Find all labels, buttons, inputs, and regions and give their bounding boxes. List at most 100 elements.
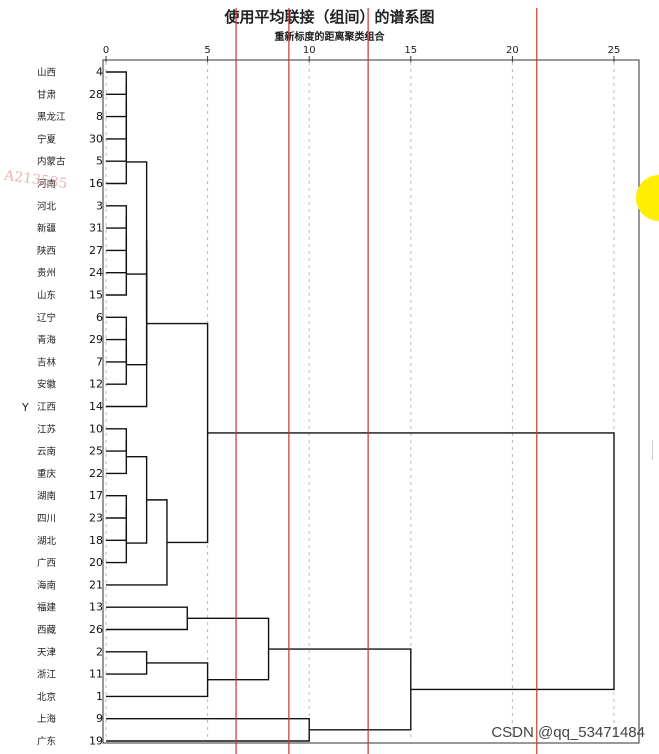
leaf-name-label: 甘肃 xyxy=(37,89,56,101)
leaf-id-label: 15 xyxy=(89,289,103,302)
leaf-id-label: 29 xyxy=(89,333,103,346)
dendrogram-branch xyxy=(106,439,128,475)
leaf-name-label: 新疆 xyxy=(37,223,57,235)
leaf-name-label: 广东 xyxy=(37,736,56,748)
dendrogram-branch xyxy=(106,328,128,363)
leaf-name-label: 山东 xyxy=(37,290,56,302)
leaf-name-label: 安徽 xyxy=(37,379,57,391)
leaf-id-label: 21 xyxy=(89,578,103,591)
leaf-name-label: 西藏 xyxy=(37,624,57,636)
dendrogram-branch xyxy=(146,322,209,544)
dendrogram-branch xyxy=(106,99,128,140)
grid-layer xyxy=(105,62,615,741)
leaf-name-label: 广西 xyxy=(37,557,56,569)
leaf-name-label: 吉林 xyxy=(37,356,57,368)
dendrogram-tree xyxy=(106,71,615,742)
leaf-name-label: 黑龙江 xyxy=(37,111,66,123)
x-tick-label: 0 xyxy=(103,45,109,56)
dendrogram-branch xyxy=(187,617,270,681)
dendrogram-branch xyxy=(126,161,148,320)
leaf-id-label: 10 xyxy=(89,422,103,435)
leaf-name-label: 四川 xyxy=(37,514,56,525)
dendrogram-branch xyxy=(106,216,128,252)
dendrogram-branch xyxy=(106,506,128,541)
leaf-id-label: 17 xyxy=(89,489,103,502)
leaf-id-label: 27 xyxy=(89,244,103,257)
leaf-id-label: 18 xyxy=(89,534,103,547)
dendrogram-branch xyxy=(106,662,209,698)
leaf-id-label: 8 xyxy=(96,110,103,123)
side-scroll-mark xyxy=(652,440,659,460)
leaf-id-label: 20 xyxy=(89,556,103,569)
leaf-name-label: 北京 xyxy=(37,691,56,703)
dendrogram-branch xyxy=(106,205,128,229)
leaf-id-label: 5 xyxy=(96,155,103,168)
leaf-id-label: 30 xyxy=(89,132,103,145)
x-tick-label: 25 xyxy=(608,45,621,56)
cut-lines xyxy=(235,8,538,754)
dendrogram-branch xyxy=(106,71,128,95)
dendrogram-branch xyxy=(126,455,148,544)
leaf-id-label: 9 xyxy=(96,712,103,725)
leaf-id-label: 13 xyxy=(89,601,103,614)
leaf-id-label: 25 xyxy=(89,445,103,458)
leaf-name-label: 云南 xyxy=(37,446,56,458)
dendrogram-branch xyxy=(106,253,128,296)
dendrogram-branch xyxy=(106,345,128,385)
leaf-name-label: 陕西 xyxy=(37,245,56,257)
csdn-watermark: CSDN @qq_53471484 xyxy=(491,724,645,741)
leaf-id-label: 4 xyxy=(96,66,103,79)
leaf-name-label: 重庆 xyxy=(37,468,57,480)
x-tick-label: 15 xyxy=(404,45,417,56)
leaf-id-label: 1 xyxy=(96,690,103,703)
dendrogram-branch xyxy=(106,523,128,564)
x-tick-label: 5 xyxy=(204,45,210,56)
leaf-name-label: 湖北 xyxy=(37,536,57,547)
leaf-id-label: 22 xyxy=(89,467,103,480)
dendrogram-branch xyxy=(106,428,128,452)
leaf-name-label: 福建 xyxy=(37,602,57,614)
dendrogram-branch xyxy=(268,648,412,731)
leaf-name-label: 河北 xyxy=(37,200,57,212)
leaf-id-label: 24 xyxy=(89,266,103,279)
dendrogram-branch xyxy=(106,316,128,341)
dendrogram-branch xyxy=(106,495,128,519)
leaf-id-label: 19 xyxy=(89,735,103,748)
leaf-name-label: 江西 xyxy=(37,402,56,413)
leaf-name-label: 浙江 xyxy=(37,669,57,681)
dendrogram-branch xyxy=(106,140,128,185)
leaf-name-label: 湖南 xyxy=(37,490,56,502)
leaf-name-label: 海南 xyxy=(37,579,56,591)
leaf-name-label: 江苏 xyxy=(37,423,57,435)
dendrogram-branch xyxy=(106,233,128,274)
leaf-id-label: 16 xyxy=(89,177,103,190)
x-tick-label: 10 xyxy=(303,45,316,56)
leaf-name-label: 河南 xyxy=(37,178,56,190)
dendrogram-branch xyxy=(106,83,128,118)
leaf-name-label: 贵州 xyxy=(37,267,56,279)
dendrogram-branch xyxy=(106,240,148,408)
y-axis-label: Y xyxy=(21,401,29,414)
leaf-name-label: 天津 xyxy=(37,647,57,658)
leaf-name-label: 上海 xyxy=(37,713,57,725)
leaf-name-label: 辽宁 xyxy=(37,312,56,324)
x-tick-label: 20 xyxy=(506,45,519,56)
leaf-name-label: 宁夏 xyxy=(37,133,57,145)
dendrogram-branch xyxy=(126,273,148,366)
x-axis-ticks: 0 5 10 15 20 25 xyxy=(103,45,621,62)
leaf-id-label: 26 xyxy=(89,623,103,636)
dendrogram-branch xyxy=(207,432,615,691)
leaf-id-label: 14 xyxy=(89,400,103,413)
leaf-id-label: 23 xyxy=(89,512,103,525)
dendrogram-branch xyxy=(106,606,188,631)
leaf-id-label: 3 xyxy=(96,199,103,212)
plot-frame xyxy=(102,59,640,744)
leaf-id-label: 11 xyxy=(89,668,103,681)
dendrogram-branch xyxy=(106,651,148,675)
x-axis-label: 重新标度的距离聚类组合 xyxy=(274,32,385,43)
leaf-id-label: 6 xyxy=(96,311,103,324)
leaf-id-label: 28 xyxy=(89,88,103,101)
leaf-id-label: 2 xyxy=(96,645,103,658)
